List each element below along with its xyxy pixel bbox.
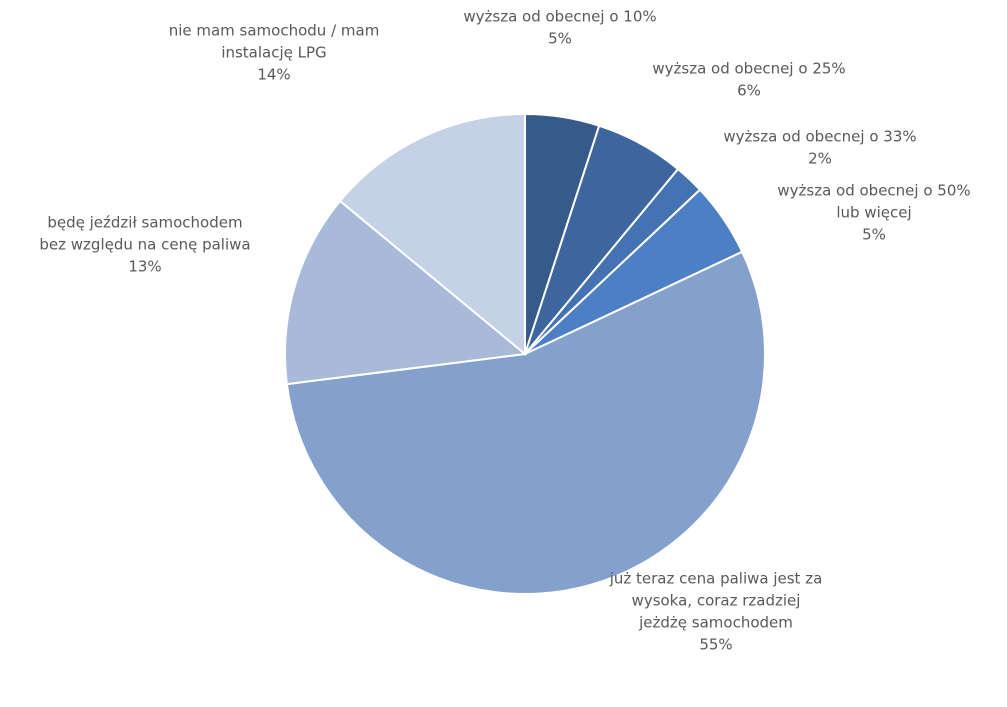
- slice-category-label: nie mam samochodu / mam: [169, 22, 380, 40]
- slice-percent-label: 2%: [808, 150, 832, 168]
- slice-category-label: lub więcej: [836, 204, 911, 222]
- slice-label-4: wyższa od obecnej o 50% lub więcej 5%: [777, 182, 970, 244]
- pie-slices: [284, 112, 766, 595]
- slice-label-2: wyższa od obecnej o 25% 6%: [652, 60, 845, 100]
- slice-percent-label: 5%: [862, 226, 886, 244]
- slice-percent-label: 6%: [737, 82, 761, 100]
- slice-label-6: będę jeździł samochodem bez względu na ce…: [39, 214, 250, 276]
- slice-category-label: wyższa od obecnej o 10%: [463, 8, 656, 26]
- slice-percent-label: 5%: [548, 30, 572, 48]
- slice-label-1: wyższa od obecnej o 10% 5%: [463, 8, 656, 48]
- pie-slice-5: [285, 250, 766, 595]
- pie-slice-7: [338, 112, 526, 357]
- slice-category-label: wyższa od obecnej o 33%: [723, 128, 916, 146]
- slice-category-label: będę jeździł samochodem: [47, 214, 242, 232]
- slice-category-label: wyższa od obecnej o 50%: [777, 182, 970, 200]
- slice-label-5: już teraz cena paliwa jest za wysoka, cor…: [609, 570, 823, 654]
- slice-category-label: instalację LPG: [221, 44, 326, 62]
- slice-label-7: nie mam samochodu / mam instalację LPG 14%: [169, 22, 380, 84]
- slice-category-label: już teraz cena paliwa jest za: [609, 570, 823, 588]
- pie-slice-6: [284, 199, 528, 386]
- slice-category-label: jeżdżę samochodem: [638, 614, 793, 632]
- slice-category-label: bez względu na cenę paliwa: [39, 236, 250, 254]
- slice-percent-label: 13%: [128, 258, 161, 276]
- pie-labels: wyższa od obecnej o 10%5%wyższa od obecn…: [39, 8, 970, 654]
- slice-category-label: wyższa od obecnej o 25%: [652, 60, 845, 78]
- slice-percent-label: 55%: [699, 636, 732, 654]
- slice-label-3: wyższa od obecnej o 33% 2%: [723, 128, 916, 168]
- slice-percent-label: 14%: [257, 66, 290, 84]
- slice-category-label: wysoka, coraz rzadziej: [632, 592, 801, 610]
